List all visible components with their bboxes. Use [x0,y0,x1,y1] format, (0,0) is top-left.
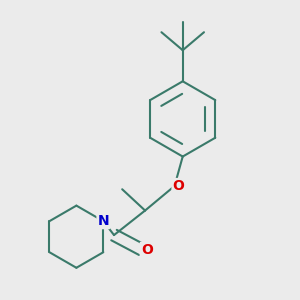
Text: O: O [141,243,153,257]
Text: N: N [98,214,109,228]
Text: O: O [172,179,184,193]
